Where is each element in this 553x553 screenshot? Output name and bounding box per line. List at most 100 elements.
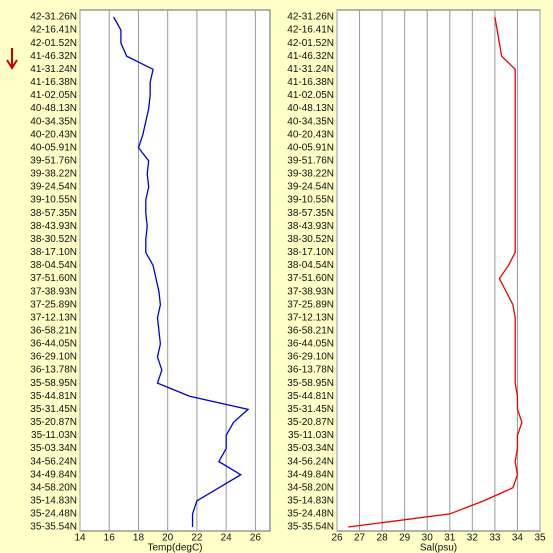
y-tick-label: 35-14.83N — [30, 495, 77, 506]
y-tick-label: 40-48.13N — [30, 103, 77, 114]
y-tick-label: 35-03.34N — [30, 443, 77, 454]
y-tick-label: 37-12.13N — [287, 312, 334, 323]
y-tick-label: 40-05.91N — [287, 142, 334, 153]
y-tick-label: 36-44.05N — [30, 339, 77, 350]
x-tick-label: 30 — [422, 533, 434, 544]
y-tick-label: 38-43.93N — [30, 221, 77, 232]
y-tick-label: 35-31.45N — [30, 404, 77, 415]
y-tick-label: 35-20.87N — [287, 417, 334, 428]
x-tick-label: 35 — [534, 533, 546, 544]
y-tick-label: 41-46.32N — [30, 51, 77, 62]
y-tick-label: 41-02.05N — [287, 90, 334, 101]
y-tick-label: 35-58.95N — [287, 378, 334, 389]
y-tick-label: 34-49.84N — [287, 469, 334, 480]
y-tick-label: 35-11.03N — [31, 430, 77, 441]
x-tick-label: 24 — [221, 533, 233, 544]
plot-area — [336, 9, 541, 532]
y-tick-label: 36-29.10N — [30, 352, 77, 363]
y-tick-label: 40-48.13N — [287, 103, 334, 114]
y-tick-label: 35-31.45N — [287, 404, 334, 415]
y-tick-label: 39-24.54N — [30, 182, 77, 193]
y-tick-label: 35-14.83N — [287, 495, 334, 506]
y-tick-label: 38-04.54N — [30, 260, 77, 271]
y-tick-label: 40-20.43N — [30, 129, 77, 140]
y-tick-label: 42-01.52N — [30, 38, 77, 49]
y-tick-label: 34-49.84N — [30, 469, 77, 480]
y-tick-label: 34-58.20N — [287, 482, 334, 493]
y-tick-label: 36-13.78N — [30, 365, 77, 376]
x-tick-label: 29 — [399, 533, 411, 544]
y-tick-label: 41-31.24N — [30, 64, 77, 75]
y-tick-label: 35-24.48N — [287, 509, 334, 520]
x-tick-label: 16 — [104, 533, 116, 544]
y-tick-label: 40-20.43N — [287, 129, 334, 140]
y-tick-label: 38-43.93N — [287, 221, 334, 232]
y-tick-label: 34-56.24N — [287, 456, 334, 467]
y-tick-label: 40-05.91N — [30, 142, 77, 153]
y-tick-label: 36-13.78N — [287, 365, 334, 376]
y-tick-label: 42-16.41N — [30, 25, 77, 36]
y-tick-label: 35-44.81N — [30, 391, 77, 402]
y-tick-label: 41-31.24N — [287, 64, 334, 75]
y-tick-label: 42-31.26N — [287, 12, 334, 23]
y-tick-label: 35-44.81N — [287, 391, 334, 402]
y-tick-label: 37-51.60N — [30, 273, 77, 284]
y-tick-label: 41-46.32N — [287, 51, 334, 62]
y-tick-label: 36-58.21N — [30, 325, 77, 336]
y-tick-label: 39-51.76N — [287, 155, 334, 166]
y-tick-label: 39-10.55N — [30, 195, 77, 206]
y-tick-label: 36-44.05N — [287, 339, 334, 350]
x-tick-label: 26 — [250, 533, 262, 544]
y-tick-label: 34-56.24N — [30, 456, 77, 467]
y-tick-label: 41-16.38N — [30, 77, 77, 88]
y-tick-label: 39-38.22N — [30, 169, 77, 180]
y-tick-label: 36-58.21N — [287, 325, 334, 336]
plot-area — [79, 9, 271, 532]
y-tick-label: 39-38.22N — [287, 169, 334, 180]
y-tick-label: 40-34.35N — [30, 116, 77, 127]
y-tick-label: 36-29.10N — [287, 352, 334, 363]
y-tick-label: 41-16.38N — [287, 77, 334, 88]
data-line — [113, 16, 250, 527]
x-tick-label: 33 — [489, 533, 501, 544]
x-axis-label: Sal(psu) — [420, 543, 457, 553]
x-tick-label: 28 — [377, 533, 389, 544]
y-tick-label: 41-02.05N — [30, 90, 77, 101]
x-tick-label: 27 — [354, 533, 366, 544]
x-axis-label: Temp(degC) — [147, 543, 202, 553]
x-tick-label: 32 — [467, 533, 479, 544]
y-tick-label: 35-24.48N — [30, 509, 77, 520]
y-tick-label: 42-31.26N — [30, 12, 77, 23]
y-tick-label: 38-57.35N — [30, 208, 77, 219]
y-tick-label: 35-20.87N — [30, 417, 77, 428]
direction-arrow — [6, 48, 18, 70]
y-tick-label: 35-03.34N — [287, 443, 334, 454]
y-tick-label: 35-35.54N — [287, 522, 334, 533]
y-tick-label: 38-30.52N — [30, 234, 77, 245]
y-tick-label: 38-17.10N — [30, 247, 77, 258]
y-tick-label: 40-34.35N — [287, 116, 334, 127]
y-tick-label: 38-04.54N — [287, 260, 334, 271]
y-tick-label: 39-51.76N — [30, 155, 77, 166]
y-tick-label: 42-01.52N — [287, 38, 334, 49]
y-tick-label: 34-58.20N — [30, 482, 77, 493]
y-tick-label: 38-17.10N — [287, 247, 334, 258]
y-tick-label: 38-30.52N — [287, 234, 334, 245]
y-tick-label: 35-58.95N — [30, 378, 77, 389]
y-tick-label: 37-38.93N — [287, 286, 334, 297]
x-tick-label: 26 — [331, 533, 343, 544]
y-tick-label: 37-12.13N — [30, 312, 77, 323]
y-tick-label: 37-38.93N — [30, 286, 77, 297]
y-tick-label: 38-57.35N — [287, 208, 334, 219]
x-tick-label: 14 — [74, 533, 86, 544]
x-tick-label: 31 — [444, 533, 456, 544]
y-tick-label: 39-24.54N — [287, 182, 334, 193]
y-tick-label: 37-25.89N — [30, 299, 77, 310]
y-tick-label: 37-51.60N — [287, 273, 334, 284]
x-tick-label: 18 — [133, 533, 145, 544]
y-tick-label: 35-35.54N — [30, 522, 77, 533]
y-tick-label: 35-11.03N — [288, 430, 334, 441]
x-tick-label: 20 — [162, 533, 174, 544]
y-tick-label: 42-16.41N — [287, 25, 334, 36]
